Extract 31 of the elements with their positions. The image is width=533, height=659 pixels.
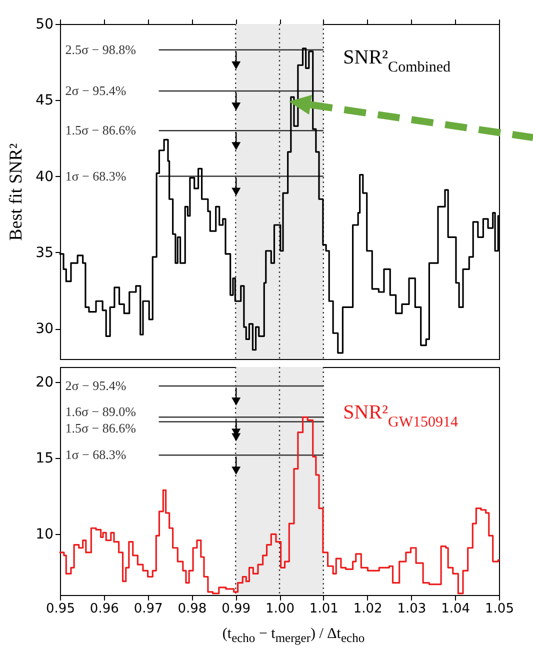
ref-line-label: 1σ − 68.3%: [65, 168, 126, 184]
legend-label: SNR²$_{Combined}$: [343, 46, 452, 76]
y-tick-label: 40: [36, 168, 54, 185]
x-tick-label: 1.05: [485, 602, 514, 616]
y-tick-label: 50: [36, 16, 54, 32]
y-tick-label: 45: [36, 92, 54, 109]
ref-line-label: 2.5σ − 98.8%: [65, 42, 136, 57]
y-tick-label: 10: [36, 526, 54, 543]
x-tick-label: 0.98: [178, 602, 207, 616]
x-tick-label: 0.96: [90, 602, 119, 616]
y-tick-label: 35: [36, 244, 54, 261]
ref-line-label: 2σ − 95.4%: [65, 378, 126, 393]
ref-line-label: 1.5σ − 86.6%: [65, 420, 136, 436]
y-tick-label: 30: [36, 321, 54, 338]
x-tick-label: 1.01: [309, 602, 338, 616]
x-tick-label: 0.99: [222, 602, 251, 616]
ref-line-label: 1.5σ − 86.6%: [65, 122, 136, 138]
y-tick-label: 15: [36, 450, 54, 467]
ref-line-label: 2σ − 95.4%: [65, 83, 126, 98]
y-tick-label: 20: [36, 374, 54, 391]
y-axis-title: Best fit SNR²: [6, 143, 26, 241]
x-tick-label: 0.97: [134, 602, 163, 616]
x-tick-label: 0.95: [46, 602, 75, 616]
x-tick-label: 1.02: [353, 602, 382, 616]
ref-line-label: 1.6σ − 89.0%: [65, 404, 136, 420]
x-tick-label: 1.04: [441, 602, 470, 616]
ref-line-label: 1σ − 68.3%: [65, 447, 126, 462]
x-tick-label: 1.00: [266, 602, 294, 616]
x-tick-label: 1.03: [397, 602, 426, 616]
x-axis-title: (t$_{echo}$ − t$_{merger}$) / Δt$_{echo}$: [221, 626, 366, 646]
series-label: SNR²$_{GW150914}$: [343, 402, 459, 431]
